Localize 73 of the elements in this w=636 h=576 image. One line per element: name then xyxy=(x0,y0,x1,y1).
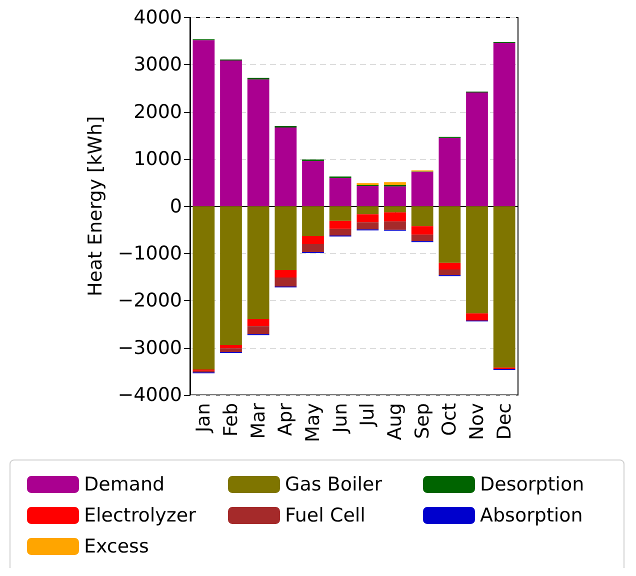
y-tick-label: −2000 xyxy=(118,290,182,312)
bar xyxy=(384,186,406,206)
bar xyxy=(356,222,379,230)
legend-label: Absorption xyxy=(480,504,583,526)
bar xyxy=(329,228,352,236)
bar xyxy=(438,269,461,276)
bar xyxy=(302,236,324,244)
bar xyxy=(302,160,324,206)
bar xyxy=(247,206,270,320)
x-tick-label: Mar xyxy=(247,402,270,439)
bar xyxy=(411,206,434,226)
bar xyxy=(438,138,461,206)
legend-label: Fuel Cell xyxy=(285,504,366,526)
bar xyxy=(493,206,516,368)
y-tick-label: 0 xyxy=(170,195,182,218)
bar xyxy=(466,206,488,314)
bar xyxy=(302,206,324,236)
y-tick-label: −4000 xyxy=(118,384,182,406)
bar xyxy=(192,40,215,206)
bar xyxy=(247,79,270,206)
y-axis-title: Heat Energy [kWh] xyxy=(84,116,106,296)
bar xyxy=(329,220,352,229)
x-tick-label: Apr xyxy=(274,402,297,436)
x-tick-label: Feb xyxy=(220,403,242,437)
y-tick-label: 3000 xyxy=(134,54,182,76)
bar xyxy=(274,206,297,270)
bar xyxy=(329,178,352,206)
bar xyxy=(384,212,406,222)
bar xyxy=(274,127,297,206)
bar xyxy=(438,262,461,270)
bar xyxy=(411,234,434,242)
bar xyxy=(220,60,242,206)
bar xyxy=(247,326,270,334)
bar xyxy=(302,244,324,252)
bar xyxy=(329,206,352,221)
legend-label: Desorption xyxy=(480,474,584,496)
bar xyxy=(356,214,379,222)
x-tick-label: Dec xyxy=(493,403,516,440)
bar xyxy=(384,221,406,230)
y-tick-label: −1000 xyxy=(118,242,182,264)
bar xyxy=(220,348,242,352)
y-tick-label: 4000 xyxy=(134,6,182,28)
x-tick-label: Jul xyxy=(356,403,379,427)
bar xyxy=(274,278,297,286)
y-tick-label: −3000 xyxy=(118,336,182,359)
x-tick-label: Jun xyxy=(329,403,352,434)
bar xyxy=(493,42,516,206)
x-tick-label: May xyxy=(302,403,324,442)
bar xyxy=(274,270,297,278)
bar xyxy=(220,206,242,345)
bar xyxy=(438,206,461,263)
bar xyxy=(411,226,434,235)
bar xyxy=(466,92,488,206)
x-tick-label: Jan xyxy=(192,403,215,434)
x-tick-label: Sep xyxy=(411,403,434,439)
bar xyxy=(356,206,379,214)
legend-label: Electrolyzer xyxy=(84,504,196,526)
bar xyxy=(384,182,406,186)
bar xyxy=(192,206,215,370)
bar xyxy=(411,172,434,206)
x-tick-label: Nov xyxy=(466,403,488,440)
legend-label: Gas Boiler xyxy=(285,474,382,496)
bar xyxy=(247,319,270,326)
bar xyxy=(220,344,242,348)
bar xyxy=(356,186,379,206)
y-tick-label: 2000 xyxy=(134,100,182,123)
legend-label: Demand xyxy=(84,474,165,496)
bar xyxy=(466,313,488,320)
bar xyxy=(384,206,406,212)
legend-label: Excess xyxy=(84,536,149,558)
y-tick-label: 1000 xyxy=(134,148,182,170)
x-tick-label: Oct xyxy=(438,403,461,436)
x-tick-label: Aug xyxy=(384,403,406,440)
